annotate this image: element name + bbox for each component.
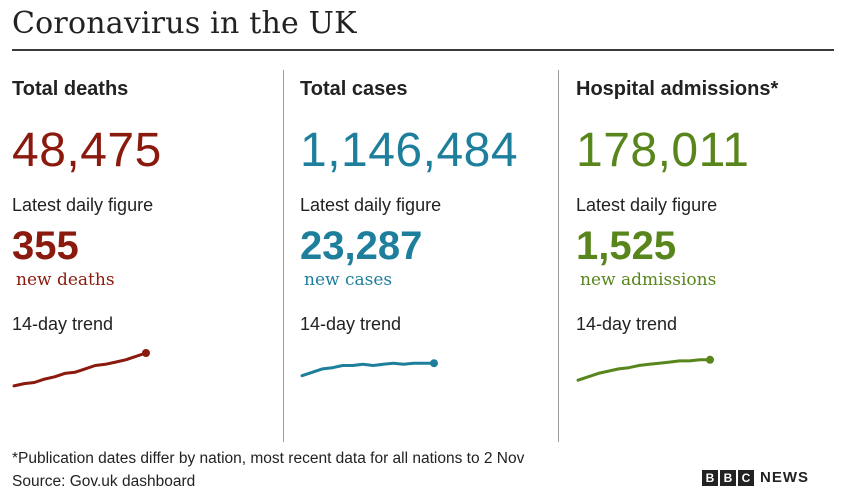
trend-label: 14-day trend [300, 314, 402, 334]
sparkline-admissions-icon [576, 355, 714, 382]
source-line: Source: Gov.uk dashboard [12, 473, 196, 490]
panel-heading: Total deaths [12, 78, 129, 100]
total-deaths-value: 48,475 [12, 124, 162, 177]
footnote: *Publication dates differ by nation, mos… [12, 450, 525, 467]
sparkline-deaths-icon [12, 349, 150, 388]
total-admissions-value: 178,011 [576, 124, 750, 177]
new-admissions-label: new admissions [580, 270, 717, 290]
sparkline-line [576, 358, 712, 382]
panel-heading: Total cases [300, 78, 408, 100]
panel-hospital-admissions: Hospital admissions* 178,011 Latest dail… [576, 70, 838, 440]
column-divider [283, 70, 284, 442]
trend-label: 14-day trend [576, 314, 678, 334]
sparkline-line [12, 351, 148, 388]
sparkline-endpoint [142, 349, 150, 357]
daily-figure-label: Latest daily figure [576, 195, 718, 215]
sparkline-endpoint [430, 359, 438, 368]
new-cases-label: new cases [304, 270, 393, 290]
logo-letter: B [720, 469, 736, 486]
sparkline-line [300, 361, 436, 378]
new-admissions-value: 1,525 [576, 224, 677, 268]
sparkline-cases-icon [300, 359, 438, 378]
panel-total-cases: Total cases 1,146,484 Latest daily figur… [300, 70, 550, 440]
total-cases-value: 1,146,484 [300, 124, 519, 177]
page-title: Coronavirus in the UK [12, 6, 357, 41]
daily-figure-label: Latest daily figure [12, 195, 154, 215]
trend-label: 14-day trend [12, 314, 114, 334]
logo-letter: C [738, 469, 754, 486]
title-divider [12, 49, 834, 51]
column-divider [558, 70, 559, 442]
bbc-news-logo: B B C NEWS [702, 469, 809, 486]
panel-total-deaths: Total deaths 48,475 Latest daily figure … [12, 70, 274, 440]
panel-heading: Hospital admissions* [576, 78, 779, 100]
logo-letter: B [702, 469, 718, 486]
new-deaths-label: new deaths [16, 270, 115, 290]
new-cases-value: 23,287 [300, 224, 423, 268]
logo-news-text: NEWS [760, 469, 809, 486]
new-deaths-value: 355 [12, 224, 79, 268]
sparkline-endpoint [706, 355, 714, 364]
daily-figure-label: Latest daily figure [300, 195, 442, 215]
